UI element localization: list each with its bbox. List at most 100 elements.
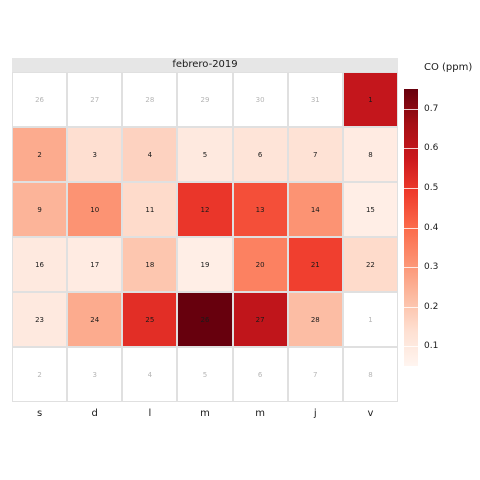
day-cell bbox=[232, 127, 288, 182]
facet-strip bbox=[12, 58, 398, 72]
chart-title: febrero-2019 bbox=[172, 59, 238, 70]
weekday-label: l bbox=[148, 408, 152, 419]
day-cell bbox=[177, 72, 233, 127]
day-number: 10 bbox=[90, 205, 100, 214]
day-number: 27 bbox=[255, 315, 265, 324]
day-cell bbox=[67, 292, 123, 347]
day-cell bbox=[122, 237, 178, 292]
day-cell bbox=[342, 292, 398, 347]
day-number: 28 bbox=[145, 95, 155, 104]
legend-tick-label: 0.6 bbox=[424, 143, 439, 154]
day-cell bbox=[12, 72, 68, 127]
day-cell bbox=[12, 182, 68, 237]
day-cell bbox=[67, 72, 123, 127]
legend-tick-label: 0.3 bbox=[424, 262, 439, 273]
day-number: 6 bbox=[257, 370, 263, 379]
legend-tick-label: 0.1 bbox=[424, 341, 439, 352]
legend-tick-mark bbox=[404, 346, 418, 348]
day-cell bbox=[67, 127, 123, 182]
day-number: 29 bbox=[200, 95, 210, 104]
day-number: 18 bbox=[145, 260, 155, 269]
weekday-label: j bbox=[313, 408, 317, 419]
day-cell bbox=[287, 237, 343, 292]
day-number: 30 bbox=[255, 95, 265, 104]
day-number: 26 bbox=[200, 315, 210, 324]
legend-tick-label: 0.4 bbox=[424, 222, 439, 233]
day-number: 9 bbox=[37, 205, 42, 214]
day-number: 22 bbox=[365, 260, 375, 269]
day-cell bbox=[67, 347, 123, 402]
day-number: 21 bbox=[310, 260, 320, 269]
day-cell bbox=[122, 347, 178, 402]
legend-tick-label: 0.7 bbox=[424, 103, 439, 114]
legend-tick-mark bbox=[404, 187, 418, 189]
weekday-label: s bbox=[36, 408, 43, 419]
day-number: 3 bbox=[92, 150, 97, 159]
day-cell bbox=[232, 292, 288, 347]
legend-tick-label: 0.2 bbox=[424, 301, 439, 312]
day-number: 4 bbox=[147, 370, 153, 379]
weekday-label: m bbox=[255, 408, 266, 419]
day-number: 15 bbox=[365, 205, 375, 214]
day-number: 23 bbox=[35, 315, 45, 324]
day-number: 7 bbox=[313, 150, 318, 159]
day-number: 2 bbox=[37, 370, 42, 379]
day-number: 1 bbox=[368, 315, 373, 324]
day-cell bbox=[342, 347, 398, 402]
day-cell bbox=[12, 127, 68, 182]
day-number: 31 bbox=[310, 95, 320, 104]
day-cell bbox=[177, 127, 233, 182]
day-number: 17 bbox=[90, 260, 100, 269]
day-number: 27 bbox=[90, 95, 100, 104]
day-cell bbox=[122, 72, 178, 127]
day-cell bbox=[177, 292, 233, 347]
day-number: 1 bbox=[368, 95, 373, 104]
legend-tick-mark bbox=[404, 306, 418, 308]
day-cell bbox=[232, 182, 288, 237]
day-cell bbox=[287, 182, 343, 237]
day-number: 6 bbox=[257, 150, 263, 159]
legend-title: CO (ppm) bbox=[424, 62, 473, 73]
weekday-label: v bbox=[367, 408, 374, 419]
day-cell bbox=[177, 237, 233, 292]
legend-tick-mark bbox=[404, 227, 418, 229]
day-number: 8 bbox=[368, 150, 373, 159]
day-number: 19 bbox=[200, 260, 210, 269]
day-cell bbox=[67, 182, 123, 237]
day-number: 14 bbox=[310, 205, 320, 214]
day-cell bbox=[177, 347, 233, 402]
weekday-label: m bbox=[200, 408, 210, 419]
day-cell bbox=[342, 72, 398, 127]
day-cell bbox=[232, 237, 288, 292]
day-cell bbox=[287, 292, 343, 347]
day-cell bbox=[122, 292, 178, 347]
day-cell bbox=[67, 237, 123, 292]
day-cell bbox=[177, 182, 233, 237]
legend-tick-label: 0.5 bbox=[424, 182, 439, 193]
day-number: 3 bbox=[92, 370, 97, 379]
day-number: 5 bbox=[202, 150, 208, 159]
day-cell bbox=[122, 182, 178, 237]
day-number: 12 bbox=[200, 205, 210, 214]
day-number: 16 bbox=[35, 260, 45, 269]
day-cell bbox=[12, 292, 68, 347]
day-number: 4 bbox=[147, 150, 153, 159]
day-number: 7 bbox=[313, 370, 318, 379]
day-number: 24 bbox=[90, 315, 100, 324]
day-number: 2 bbox=[37, 150, 42, 159]
legend-tick-mark bbox=[404, 267, 418, 269]
day-number: 5 bbox=[202, 370, 208, 379]
day-number: 8 bbox=[368, 370, 373, 379]
day-number: 26 bbox=[35, 95, 45, 104]
legend-tick-mark bbox=[404, 108, 418, 110]
day-cell bbox=[342, 237, 398, 292]
day-cell bbox=[232, 347, 288, 402]
day-cell bbox=[342, 127, 398, 182]
day-cell bbox=[232, 72, 288, 127]
day-cell bbox=[342, 182, 398, 237]
day-number: 20 bbox=[255, 260, 265, 269]
day-number: 28 bbox=[310, 315, 320, 324]
day-number: 13 bbox=[255, 205, 265, 214]
day-cell bbox=[287, 347, 343, 402]
day-cell bbox=[122, 127, 178, 182]
